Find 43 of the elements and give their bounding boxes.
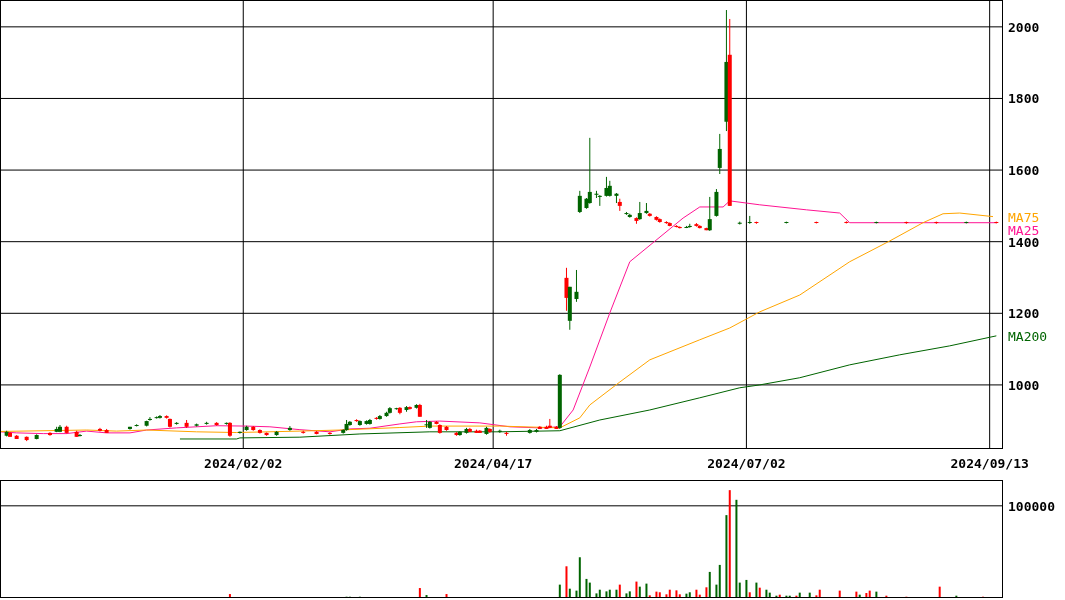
bar xyxy=(585,578,588,598)
candlestick xyxy=(257,428,262,435)
bar xyxy=(738,582,741,598)
bar xyxy=(725,515,728,598)
x-tick-label: 2024/02/02 xyxy=(204,456,283,471)
y-tick-label: 1000 xyxy=(1008,377,1040,393)
bar xyxy=(418,588,421,598)
y-tick-label: 1800 xyxy=(1008,91,1040,107)
bar xyxy=(645,583,648,598)
y-tick-label: 1600 xyxy=(1008,163,1040,179)
candlestick xyxy=(597,194,602,207)
candlestick xyxy=(574,269,579,303)
bar xyxy=(755,582,758,598)
candlestick xyxy=(237,430,242,435)
bar xyxy=(578,557,581,598)
candlestick xyxy=(717,133,722,175)
series-label: MA200 xyxy=(1008,328,1048,344)
candlestick xyxy=(577,190,582,214)
candlestick xyxy=(587,137,592,205)
bar xyxy=(748,592,751,598)
candlestick xyxy=(157,414,162,420)
x-tick-label: 2024/07/02 xyxy=(707,456,786,471)
candlestick xyxy=(327,431,332,436)
x-tick-label: 2024/04/17 xyxy=(454,456,533,471)
series-label: MA75 xyxy=(1008,209,1040,225)
bar xyxy=(675,590,678,598)
y-tick-label: 1200 xyxy=(1008,306,1040,322)
y-tick-label: 2000 xyxy=(1008,19,1040,35)
bar xyxy=(735,499,738,598)
bar xyxy=(705,587,708,598)
candlestick xyxy=(147,416,152,422)
bar xyxy=(745,579,748,598)
candlestick xyxy=(564,267,569,312)
bar xyxy=(718,564,721,598)
x-tick-label: 2024/09/13 xyxy=(950,456,1029,471)
bar xyxy=(708,571,711,598)
bar xyxy=(728,490,731,598)
line-series xyxy=(179,335,997,440)
candlestick xyxy=(714,188,719,218)
bar xyxy=(635,581,638,598)
y-tick-label: 100000 xyxy=(1008,498,1056,514)
bar xyxy=(588,582,591,598)
bar xyxy=(565,566,568,598)
